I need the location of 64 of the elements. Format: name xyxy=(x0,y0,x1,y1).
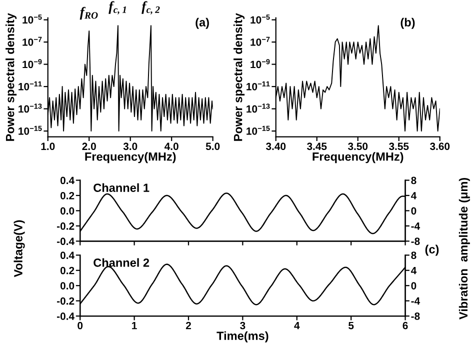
y-tick-label: 10$^{−11}$ xyxy=(18,81,42,90)
x-tick-label: 2.0 xyxy=(82,142,96,150)
x-tick-label: 3.60 xyxy=(430,142,450,150)
x-tick-label: 4.0 xyxy=(164,142,178,150)
y-tick-label: 10$^{−9}$ xyxy=(250,59,270,68)
x-tick-label: 1 xyxy=(132,322,137,330)
x-tick-label: 3.50 xyxy=(348,142,368,150)
x-axis-title: Time(ms) xyxy=(216,331,268,342)
annotation: f$_{c,2}$ xyxy=(142,1,160,14)
annotation: Channel 1 xyxy=(94,183,150,192)
y2-tick-label: -4 xyxy=(411,297,420,305)
y-tick-label: 0.2 xyxy=(60,192,74,200)
text: (c) xyxy=(425,244,439,256)
y-tick-label: -0.4 xyxy=(57,312,74,320)
y2-tick-label: 0 xyxy=(411,282,416,290)
x-tick-label: 3.40 xyxy=(266,142,286,150)
annotation: (a) xyxy=(196,18,209,29)
y-tick-label: 0.4 xyxy=(60,252,74,260)
y2-axis-title: Vibration amplitude (μm) xyxy=(458,178,470,320)
x-tick-label: 5 xyxy=(348,322,354,330)
y-tick-label: 10$^{−13}$ xyxy=(246,104,270,113)
y-tick-label: 10$^{−15}$ xyxy=(18,126,42,135)
y-tick-label: 0.0 xyxy=(60,207,74,215)
x-tick-label: 3.55 xyxy=(388,142,409,150)
y-tick-label: 10$^{−5}$ xyxy=(250,14,270,24)
x-tick-label: 3 xyxy=(240,322,246,330)
y-tick-label: 10$^{−7}$ xyxy=(22,36,42,46)
annotation: f$_{c,1}$ xyxy=(108,1,126,14)
y-tick-label: 0.2 xyxy=(60,266,74,274)
y2-tick-label: 8 xyxy=(411,176,416,184)
y-tick-label: 10$^{−13}$ xyxy=(18,104,42,113)
y-tick-label: 10$^{−5}$ xyxy=(22,14,42,24)
y-tick-label: -0.2 xyxy=(57,297,74,305)
y-axis-title: Power spectral density xyxy=(234,13,245,141)
x-axis-title: Frequency(MHz) xyxy=(312,152,404,164)
x-tick-label: 4 xyxy=(294,322,300,330)
y-tick-label: 10$^{−9}$ xyxy=(22,59,42,68)
x-tick-label: 3.0 xyxy=(123,142,138,150)
y-tick-label: 10$^{−15}$ xyxy=(246,126,270,135)
x-tick-label: 0 xyxy=(78,322,83,330)
y2-tick-label: -8 xyxy=(411,312,420,320)
y2-tick-label: 8 xyxy=(411,252,416,260)
y2-tick-label: 0 xyxy=(411,207,416,215)
annotation: f$_{RO}$ xyxy=(80,6,98,20)
annotation: Channel 2 xyxy=(94,258,150,267)
y2-tick-label: -8 xyxy=(411,238,420,246)
y2-tick-label: -4 xyxy=(411,222,420,230)
x-axis-title: Frequency(MHz) xyxy=(85,152,176,164)
y-tick-label: 10$^{−11}$ xyxy=(246,81,270,90)
y-tick-label: 10$^{−7}$ xyxy=(250,36,270,46)
x-tick-label: 2 xyxy=(186,322,191,330)
x-tick-label: 1.0 xyxy=(41,142,55,150)
annotation: (b) xyxy=(400,18,415,29)
y-axis-title: Voltage(V) xyxy=(14,220,25,278)
x-tick-label: 3.45 xyxy=(306,142,327,150)
y2-tick-label: 4 xyxy=(410,266,417,274)
x-tick-label: 5.0 xyxy=(206,142,220,150)
y-tick-label: 0.4 xyxy=(60,176,74,184)
y-tick-label: -0.4 xyxy=(57,238,74,246)
y-axis-title: Power spectral density xyxy=(6,13,17,141)
y-tick-label: -0.2 xyxy=(57,222,74,230)
y2-tick-label: 4 xyxy=(410,192,417,200)
x-tick-label: 6 xyxy=(402,322,408,330)
y-tick-label: 0.0 xyxy=(60,282,74,290)
